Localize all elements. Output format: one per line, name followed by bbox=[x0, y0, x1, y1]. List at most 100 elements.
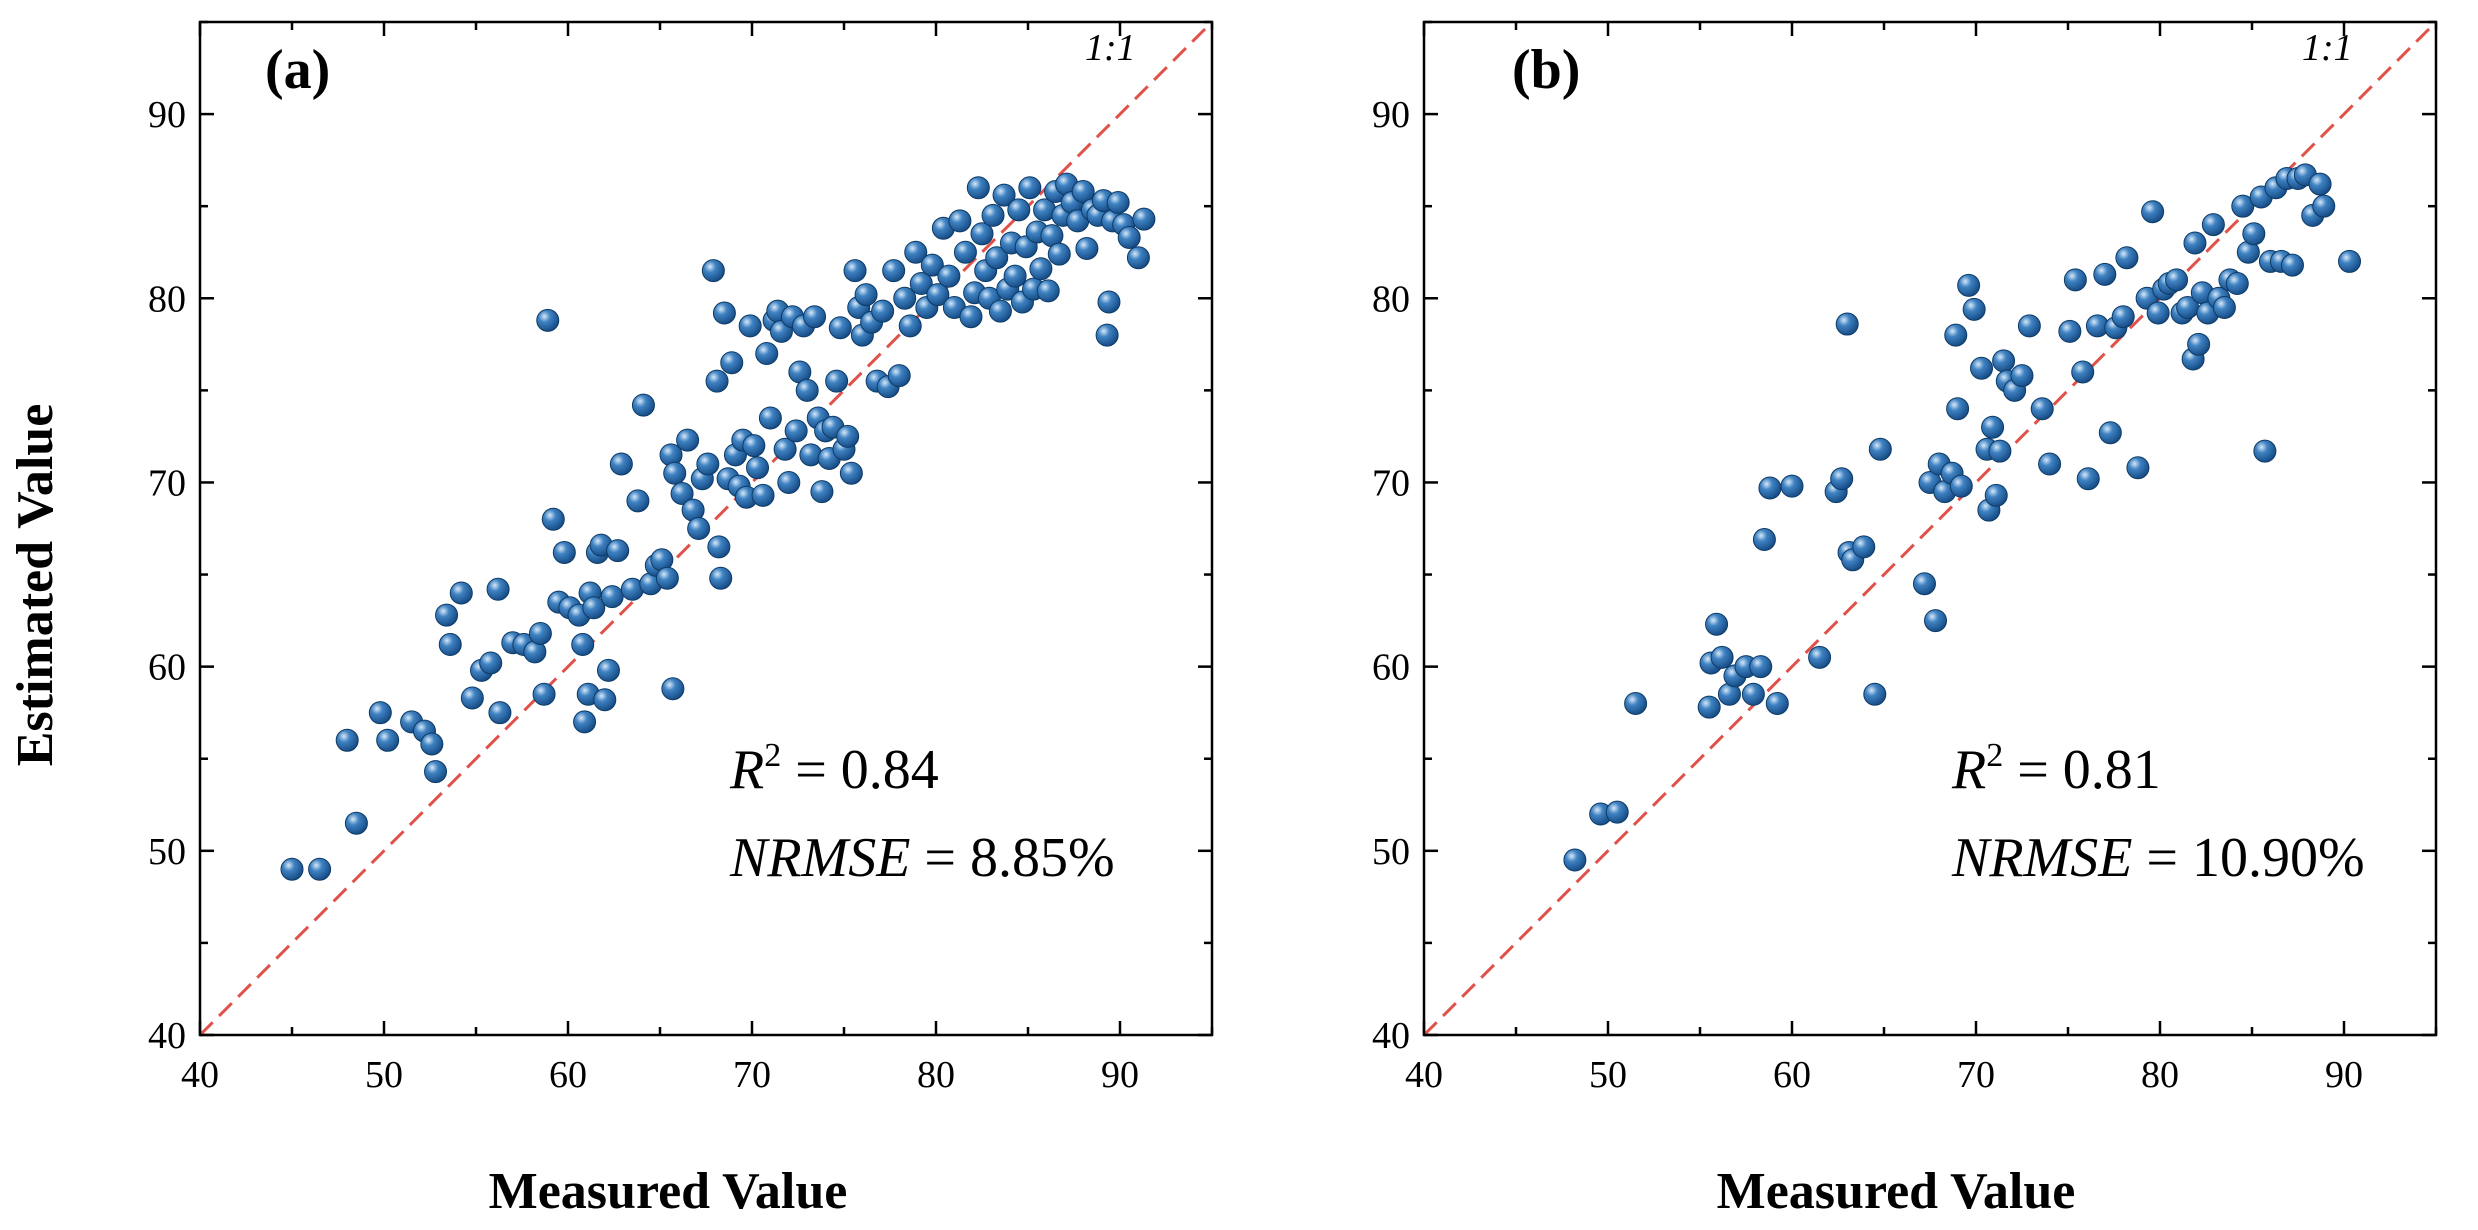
panel-a-data-point bbox=[663, 461, 687, 485]
panel-a-ratio-label: 1:1 bbox=[1085, 27, 1136, 69]
panel-a-data-point bbox=[1126, 246, 1150, 270]
panel-b-y-tick-label: 80 bbox=[1372, 278, 1410, 320]
panel-b-data-point bbox=[1946, 397, 1970, 421]
panel-b-data-point bbox=[2338, 249, 2362, 273]
panel-b-x-tick-label: 50 bbox=[1589, 1054, 1627, 1096]
panel-a-data-point bbox=[573, 710, 597, 734]
panel-b-points bbox=[1563, 163, 2362, 872]
panel-a-data-point bbox=[825, 369, 849, 393]
panel-a-data-point bbox=[670, 482, 694, 506]
panel-a-y-tick-label: 40 bbox=[148, 1015, 186, 1057]
panel-b-data-point bbox=[1765, 691, 1789, 715]
panel-a-data-point bbox=[438, 633, 462, 657]
panel-b-data-point bbox=[2231, 194, 2255, 218]
panel-a-data-point bbox=[280, 857, 304, 881]
panel-b-data-point bbox=[2071, 360, 2095, 384]
panel-b-r2-sup: 2 bbox=[1986, 737, 2003, 774]
panel-a-data-point bbox=[1095, 323, 1119, 347]
panel-b-data-point bbox=[1605, 800, 1629, 824]
panel-a-data-point bbox=[937, 264, 961, 288]
panel-b-data-point bbox=[2063, 268, 2087, 292]
panel-a-axes: 40 50 60 70 80 90 40 50 60 70 80 90 bbox=[148, 20, 1214, 1096]
panel-b-data-point bbox=[1957, 273, 1981, 297]
panel-b-data-point bbox=[1830, 467, 1854, 491]
panel-b-data-point bbox=[1563, 848, 1587, 872]
panel-b-data-point bbox=[2111, 305, 2135, 329]
panel-a-data-point bbox=[836, 424, 860, 448]
panel-b-data-point bbox=[1780, 474, 1804, 498]
panel-b-data-point bbox=[1741, 682, 1765, 706]
panel-a-data-point bbox=[1075, 237, 1099, 261]
panel-a-data-point bbox=[926, 283, 950, 307]
panel-a-data-point bbox=[893, 286, 917, 310]
panel-a-data-point bbox=[1106, 190, 1130, 214]
panel-a: 40 50 60 70 80 90 40 50 60 70 80 90 (a) 1:1 R2 = 0.… bbox=[148, 20, 1214, 1220]
panel-a-data-point bbox=[981, 203, 1005, 227]
panel-a-data-point bbox=[532, 682, 556, 706]
panel-a-data-point bbox=[687, 517, 711, 540]
panel-a-data-point bbox=[948, 209, 972, 233]
panel-b-data-point bbox=[2165, 268, 2189, 292]
panel-a-nrmse-symbol: NRMSE bbox=[729, 827, 910, 889]
panel-a-nrmse-value: = 8.85% bbox=[910, 827, 1114, 889]
panel-b-data-point bbox=[1924, 609, 1948, 633]
panel-b-data-point bbox=[1710, 645, 1734, 669]
panel-a-x-tick-label: 40 bbox=[181, 1054, 219, 1096]
panel-b-data-point bbox=[2212, 295, 2236, 319]
panel-a-data-point bbox=[1003, 264, 1027, 288]
panel-a-data-point bbox=[738, 314, 762, 338]
panel-a-data-point bbox=[758, 406, 782, 430]
panel-b-data-point bbox=[1697, 695, 1721, 719]
panel-a-r2-value: = 0.84 bbox=[781, 739, 939, 801]
panel-a-data-point bbox=[1047, 242, 1071, 266]
panel-a-y-tick-label: 60 bbox=[148, 647, 186, 689]
panel-a-data-point bbox=[552, 540, 576, 564]
panel-a-data-point bbox=[854, 283, 878, 307]
panel-a-data-point bbox=[909, 272, 933, 296]
panel-b-data-point bbox=[2010, 364, 2034, 388]
panel-b-data-point bbox=[1984, 483, 2008, 507]
panel-b-data-point bbox=[2187, 332, 2211, 356]
panel-b-data-point bbox=[1758, 476, 1782, 500]
panel-a-data-point bbox=[712, 301, 736, 325]
panel-a-data-point bbox=[488, 701, 512, 725]
panel-b-data-point bbox=[2141, 200, 2165, 224]
panel-a-data-point bbox=[882, 259, 906, 283]
panel-a-data-point bbox=[368, 701, 392, 725]
panel-a-data-point bbox=[1117, 225, 1141, 249]
panel-a-data-point bbox=[376, 728, 400, 752]
panel-b-data-point bbox=[2017, 314, 2041, 338]
panel-a-data-point bbox=[1007, 198, 1031, 222]
panel-a-data-point bbox=[985, 246, 1009, 270]
panel-b-data-point bbox=[2093, 262, 2117, 286]
panel-a-data-point bbox=[705, 369, 729, 393]
panel-b-data-point bbox=[2183, 231, 2207, 255]
panel-a-data-point bbox=[1097, 290, 1121, 314]
panel-b-data-point bbox=[2030, 397, 2054, 421]
panel-b-data-point bbox=[2201, 213, 2225, 237]
panel-b-data-point bbox=[2058, 319, 2082, 343]
panel-b-data-point bbox=[1808, 645, 1832, 669]
panel-b-data-point bbox=[1944, 323, 1968, 347]
panel-a-label: (a) bbox=[265, 39, 330, 101]
panel-b-data-point bbox=[2308, 172, 2332, 196]
panel-b-data-point bbox=[1981, 415, 2005, 439]
panel-a-data-point bbox=[898, 314, 922, 338]
panel-a-r2: R2 = 0.84 bbox=[729, 737, 939, 801]
panel-a-r2-sup: 2 bbox=[764, 737, 781, 774]
panel-a-data-point bbox=[701, 259, 725, 283]
panel-b-data-point bbox=[1988, 439, 2012, 463]
panel-a-data-point bbox=[784, 419, 808, 443]
panel-a-data-point bbox=[696, 452, 720, 476]
panel-a-data-point bbox=[1132, 207, 1156, 231]
panel-b-axes: 40 50 60 70 80 90 40 50 60 70 80 90 bbox=[1372, 20, 2438, 1096]
panel-b-y-tick-label: 90 bbox=[1372, 94, 1410, 136]
panel-a-data-point bbox=[676, 428, 700, 452]
panel-a-data-point bbox=[460, 686, 484, 710]
panel-a-points bbox=[280, 172, 1156, 881]
panel-a-data-point bbox=[1029, 257, 1053, 281]
panel-a-data-point bbox=[344, 811, 368, 835]
panel-a-x-axis-title: Measured Value bbox=[489, 1163, 848, 1220]
panel-a-data-point bbox=[486, 577, 510, 601]
